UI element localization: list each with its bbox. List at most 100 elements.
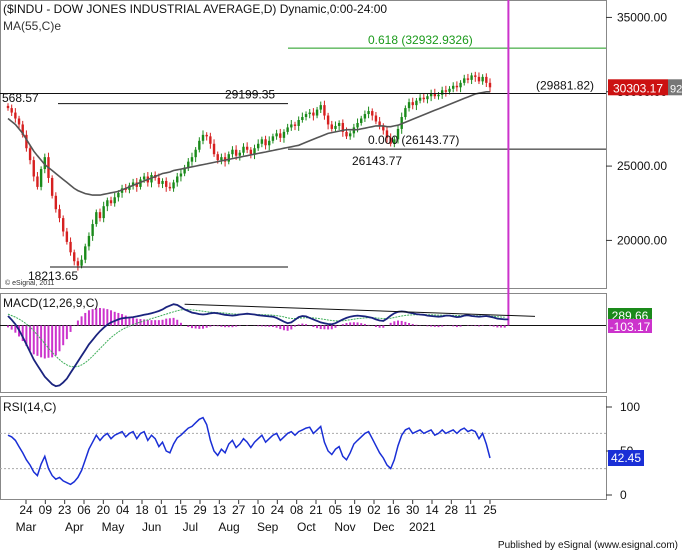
xtick-month-label: May xyxy=(102,520,125,534)
copyright-note: © eSignal, 2011 xyxy=(5,279,55,287)
candle-body xyxy=(268,140,271,146)
candle-body xyxy=(275,133,278,137)
candle-body xyxy=(76,261,80,266)
candle-body xyxy=(179,173,183,177)
candle-body xyxy=(477,76,481,82)
edge-tag-text: 92 xyxy=(670,83,682,95)
candle-body xyxy=(21,124,24,135)
xtick-month-label: Sep xyxy=(257,520,279,534)
candle-body xyxy=(444,90,448,92)
candle-body xyxy=(172,182,175,189)
rsi-label: RSI(14,C) xyxy=(3,400,56,414)
candle-body xyxy=(315,109,319,116)
candle-body xyxy=(65,231,69,242)
rsi-line xyxy=(7,416,491,486)
xtick-day-label: 13 xyxy=(213,503,227,517)
candle-body xyxy=(271,136,275,141)
candle-body xyxy=(242,146,245,153)
candle-body xyxy=(345,131,348,137)
candle-body xyxy=(131,182,135,186)
candle-body xyxy=(455,85,459,88)
xtick-day-label: 27 xyxy=(232,503,246,517)
candle-body xyxy=(319,105,322,110)
xtick-month-label: 2021 xyxy=(409,520,436,534)
xtick-day-label: 24 xyxy=(19,503,33,517)
rsi-ytick-label: 100 xyxy=(620,400,640,414)
xtick-day-label: 24 xyxy=(271,503,285,517)
candle-body xyxy=(80,259,83,266)
candle-body xyxy=(234,149,238,156)
candle-body xyxy=(326,115,330,125)
candle-body xyxy=(378,121,381,126)
last-price-tag-bg xyxy=(608,79,668,96)
rsi-plot xyxy=(0,416,606,486)
xtick-day-label: 05 xyxy=(329,503,343,517)
candle-body xyxy=(113,197,116,204)
macd-panel-frame xyxy=(0,293,607,393)
candle-body xyxy=(209,136,212,144)
macd-trendline xyxy=(184,303,536,317)
xtick-day-label: 11 xyxy=(464,503,477,517)
candle-body xyxy=(301,117,304,120)
xtick-month-label: Mar xyxy=(16,520,37,534)
candle-body xyxy=(440,90,444,95)
candle-body xyxy=(279,133,282,138)
candle-body xyxy=(374,115,378,122)
candle-body xyxy=(87,235,91,247)
xtick-day-label: 25 xyxy=(483,503,497,517)
candle-body xyxy=(98,212,102,219)
xtick-day-label: 09 xyxy=(39,503,53,517)
rsi-tag-bg xyxy=(608,450,644,466)
xtick-day-label: 28 xyxy=(445,503,459,517)
candle-body xyxy=(304,114,308,118)
xtick-month-label: Apr xyxy=(65,520,84,534)
candle-body xyxy=(312,112,315,116)
candle-body xyxy=(360,118,363,123)
candle-body xyxy=(95,212,98,225)
candle-body xyxy=(183,167,186,174)
candle-body xyxy=(407,102,411,109)
last-price-tag: 30303.17 xyxy=(613,81,663,95)
candle-body xyxy=(334,125,337,129)
candle-body xyxy=(356,122,359,128)
candle-body xyxy=(176,176,179,183)
candle-body xyxy=(474,75,477,77)
xtick-day-label: 18 xyxy=(135,503,149,517)
fib-0618-label: 0.618 (32932.9326) xyxy=(368,33,473,47)
candle-body xyxy=(212,143,216,155)
candle-body xyxy=(106,200,109,207)
candle-body xyxy=(293,124,297,126)
candle-body xyxy=(418,97,422,101)
candle-body xyxy=(385,130,389,138)
xtick-day-label: 14 xyxy=(425,503,439,517)
candle-body xyxy=(39,169,43,187)
xtick-day-label: 01 xyxy=(155,503,169,517)
xtick-day-label: 08 xyxy=(290,503,304,517)
xtick-month-label: Oct xyxy=(297,520,316,534)
candle-body xyxy=(253,148,256,155)
candle-body xyxy=(14,112,17,119)
signal-tag-bg xyxy=(608,319,652,333)
candle-body xyxy=(389,137,392,144)
xtick-day-label: 21 xyxy=(309,503,323,517)
candle-body xyxy=(58,209,61,219)
candle-body xyxy=(157,177,161,184)
low-26143-label: 26143.77 xyxy=(352,154,402,168)
candle-body xyxy=(61,218,65,232)
candle-body xyxy=(43,157,46,170)
candle-body xyxy=(308,112,311,115)
xtick-day-label: 10 xyxy=(251,503,265,517)
xtick-day-label: 04 xyxy=(116,503,130,517)
candle-body xyxy=(198,140,201,150)
level-29881-label: (29881.82) xyxy=(536,79,594,93)
candle-body xyxy=(227,154,230,162)
candle-body xyxy=(330,124,333,129)
candle-body xyxy=(429,93,433,97)
candle-body xyxy=(187,161,190,168)
xtick-day-label: 16 xyxy=(387,503,401,517)
candle-body xyxy=(25,134,28,149)
candle-body xyxy=(36,176,39,187)
candle-body xyxy=(201,134,205,141)
candle-body xyxy=(481,76,484,82)
candle-body xyxy=(231,149,234,155)
